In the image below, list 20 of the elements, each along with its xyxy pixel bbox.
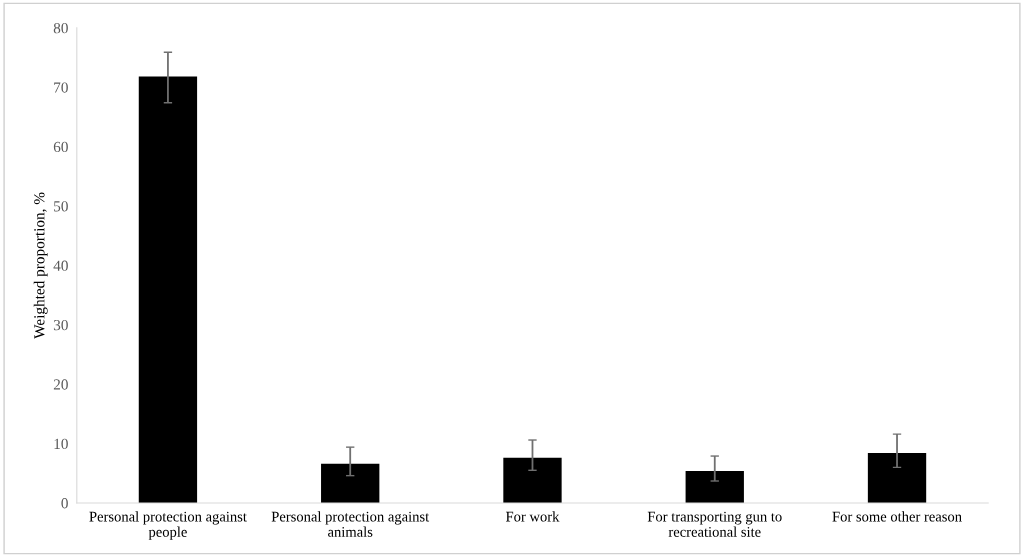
y-tick-label: 50	[54, 201, 68, 212]
y-tick-label: 20	[53, 379, 68, 390]
y-tick-label: 60	[53, 141, 68, 153]
y-tick-label: 40	[53, 260, 68, 271]
x-tick-label: For work	[505, 511, 560, 522]
x-tick-label: Personal protection against animals	[271, 511, 430, 537]
y-tick-label: 70	[54, 82, 68, 93]
y-tick-label: 30	[53, 319, 68, 331]
bar	[321, 463, 380, 503]
y-tick-label: 10	[54, 438, 68, 450]
y-tick-label: 80	[53, 22, 68, 34]
bar	[503, 457, 562, 503]
x-tick-label: Personal protection against people	[89, 511, 247, 540]
x-tick-label: For some other reason	[832, 511, 962, 522]
bar	[138, 76, 198, 503]
bar	[867, 453, 927, 503]
x-tick-label: For transporting gun to recreational site	[647, 511, 782, 537]
bar	[685, 470, 744, 503]
y-tick-label: 0	[61, 498, 68, 509]
y-axis-title: Weighted proportion, %	[33, 192, 48, 339]
